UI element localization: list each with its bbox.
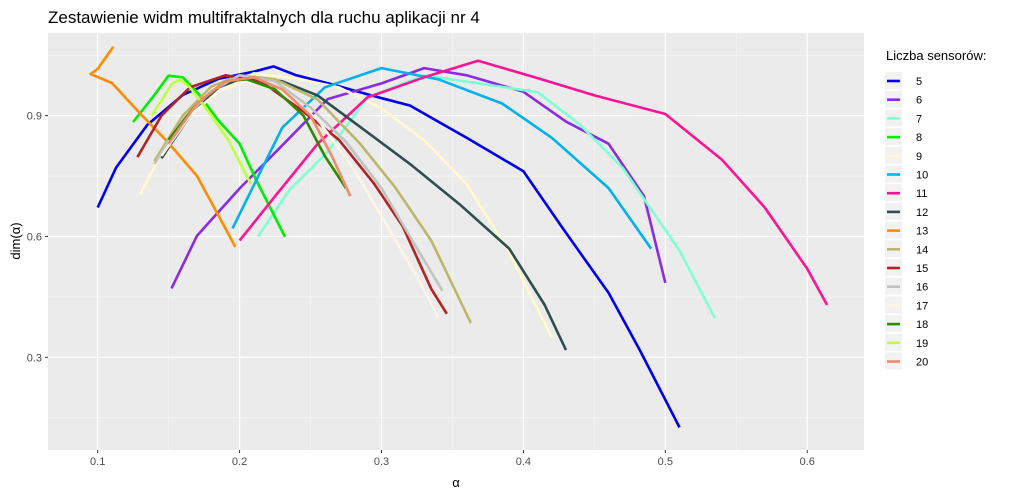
series-line-7: [256, 74, 717, 319]
series-layer: [89, 45, 829, 428]
series-line-13: [89, 45, 237, 248]
legend-title: Liczba sensorów:: [886, 48, 986, 63]
legend-label-18: 18: [916, 319, 928, 331]
series-line-14: [153, 74, 473, 324]
x-tick-label: 0.6: [800, 456, 815, 468]
x-tick-label: 0.1: [90, 456, 105, 468]
legend-label-11: 11: [916, 188, 927, 200]
legend-label-12: 12: [916, 207, 928, 219]
legend-label-17: 17: [916, 300, 928, 312]
plot-panel: [48, 33, 864, 450]
series-line-19: [150, 78, 253, 185]
grid-major: [48, 33, 864, 450]
legend-label-8: 8: [916, 132, 922, 144]
legend-label-6: 6: [916, 95, 922, 107]
series-line-10: [231, 66, 653, 250]
y-tick-label: 0.9: [27, 111, 42, 123]
series-line-20: [167, 76, 352, 197]
x-tick-label: 0.2: [232, 456, 247, 468]
y-tick-label: 0.3: [27, 352, 42, 364]
legend-label-19: 19: [916, 338, 928, 350]
y-tick-label: 0.6: [27, 231, 42, 243]
y-axis: 0.3 0.6 0.9: [27, 111, 48, 364]
legend-label-16: 16: [916, 282, 928, 294]
legend-label-7: 7: [916, 113, 922, 125]
legend-label-20: 20: [916, 357, 928, 369]
series-line-15: [136, 74, 448, 315]
legend-label-15: 15: [916, 263, 928, 275]
x-tick-label: 0.4: [516, 456, 531, 468]
y-axis-title: dim(α): [8, 222, 23, 259]
x-axis-title: α: [452, 475, 460, 490]
series-line-6: [170, 66, 667, 289]
x-tick-label: 0.5: [658, 456, 673, 468]
chart-title: Zestawienie widm multifraktalnych dla ru…: [48, 8, 480, 27]
series-line-8: [132, 74, 287, 238]
x-axis: 0.1 0.2 0.3 0.4 0.5 0.6: [90, 450, 815, 468]
legend: Liczba sensorów: 5 6 7 8 9 10 11 12 13 14 15 16 17 18…: [885, 48, 986, 370]
legend-label-5: 5: [916, 76, 922, 88]
legend-label-10: 10: [916, 170, 928, 182]
x-tick-label: 0.3: [374, 456, 389, 468]
legend-items: 5 6 7 8 9 10 11 12 13 14 15 16 17 18 19 20: [885, 72, 928, 370]
legend-label-9: 9: [916, 151, 922, 163]
legend-label-13: 13: [916, 226, 928, 238]
legend-label-14: 14: [916, 244, 928, 256]
